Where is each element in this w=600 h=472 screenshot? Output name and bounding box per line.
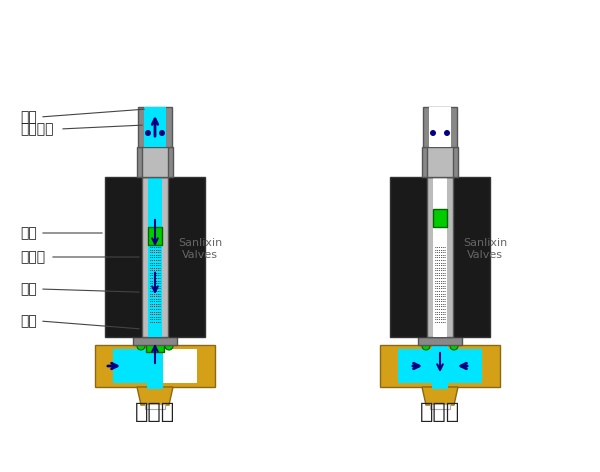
- FancyBboxPatch shape: [390, 177, 490, 337]
- Bar: [429, 107, 451, 147]
- FancyBboxPatch shape: [105, 177, 205, 337]
- Bar: [427, 137, 453, 177]
- Text: Sanlixin
Valves: Sanlixin Valves: [178, 238, 222, 260]
- Text: 阀体: 阀体: [20, 314, 37, 328]
- Text: 弹簧: 弹簧: [20, 282, 37, 296]
- Text: 动铁芯: 动铁芯: [20, 250, 45, 264]
- Text: 断电时: 断电时: [135, 402, 175, 422]
- Circle shape: [137, 342, 145, 350]
- Bar: [137, 147, 173, 177]
- Bar: [144, 107, 166, 147]
- Bar: [138, 107, 172, 147]
- Circle shape: [142, 314, 146, 320]
- Bar: [142, 187, 168, 327]
- Bar: [113, 349, 153, 383]
- Polygon shape: [137, 387, 173, 405]
- Circle shape: [422, 342, 430, 350]
- Circle shape: [427, 314, 431, 320]
- Text: 通电时: 通电时: [420, 402, 460, 422]
- Circle shape: [427, 314, 431, 320]
- Bar: [433, 177, 447, 337]
- Bar: [427, 187, 453, 327]
- Bar: [422, 147, 458, 177]
- FancyBboxPatch shape: [95, 345, 215, 387]
- Bar: [423, 107, 457, 147]
- Circle shape: [163, 314, 169, 320]
- Bar: [146, 338, 164, 352]
- Bar: [157, 349, 197, 383]
- Circle shape: [163, 314, 169, 320]
- Bar: [433, 209, 447, 227]
- Circle shape: [142, 314, 146, 320]
- Bar: [148, 177, 162, 337]
- FancyBboxPatch shape: [380, 345, 500, 387]
- Circle shape: [430, 130, 436, 136]
- Bar: [431, 330, 449, 344]
- Text: 线圈: 线圈: [20, 226, 37, 240]
- Bar: [145, 404, 165, 409]
- Bar: [430, 404, 450, 409]
- Bar: [433, 187, 447, 327]
- Bar: [432, 343, 448, 389]
- Bar: [142, 177, 168, 337]
- Polygon shape: [448, 339, 456, 345]
- Text: 隔磁组件: 隔磁组件: [20, 122, 53, 136]
- Bar: [418, 327, 462, 345]
- Polygon shape: [139, 339, 147, 345]
- Bar: [433, 209, 447, 227]
- Polygon shape: [422, 387, 458, 405]
- Text: 接头: 接头: [20, 110, 37, 124]
- Bar: [398, 349, 482, 383]
- Polygon shape: [163, 339, 171, 345]
- Circle shape: [145, 130, 151, 136]
- Circle shape: [450, 342, 458, 350]
- Bar: [142, 137, 168, 177]
- Bar: [133, 327, 177, 345]
- Bar: [427, 177, 453, 337]
- Circle shape: [165, 342, 173, 350]
- Circle shape: [444, 130, 450, 136]
- Circle shape: [159, 130, 165, 136]
- Circle shape: [449, 314, 454, 320]
- Bar: [148, 227, 162, 245]
- Bar: [148, 227, 162, 245]
- Polygon shape: [424, 339, 432, 345]
- Text: Sanlixin
Valves: Sanlixin Valves: [463, 238, 507, 260]
- Circle shape: [449, 314, 454, 320]
- Bar: [148, 187, 162, 327]
- Bar: [147, 343, 163, 389]
